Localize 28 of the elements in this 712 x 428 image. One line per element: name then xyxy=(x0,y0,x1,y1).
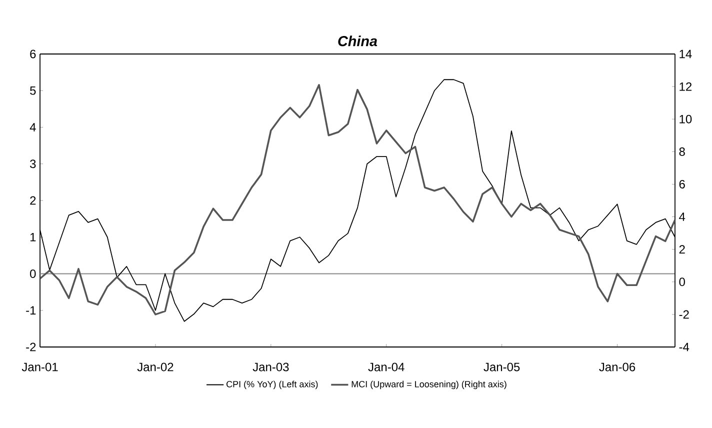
chart-title: China xyxy=(338,36,378,46)
legend-label: CPI (% YoY) (Left axis) xyxy=(226,380,318,390)
y-tick-label: 6 xyxy=(30,50,36,58)
y2-tick-label: 10 xyxy=(680,114,692,124)
y2-tick-label: 8 xyxy=(679,147,685,156)
y-tick-label: -2 xyxy=(26,342,36,352)
x-tick-label: Jan-02 xyxy=(137,362,174,372)
y-tick-label: 0 xyxy=(30,269,36,278)
x-tick-label: Jan-03 xyxy=(252,362,289,372)
y2-tick-label: 4 xyxy=(679,212,686,221)
x-tick-label: Jan-04 xyxy=(368,362,404,372)
y2-tick-label: 12 xyxy=(680,82,692,91)
y2-tick-label: 2 xyxy=(679,245,685,254)
y2-tick-label: -2 xyxy=(679,310,689,319)
y-tick-label: 5 xyxy=(30,86,36,95)
y-tick-label: 4 xyxy=(30,123,36,132)
y-tick-label: 3 xyxy=(30,160,36,168)
y2-tick-label: 6 xyxy=(679,180,685,188)
x-tick-label: Jan-06 xyxy=(599,362,636,372)
y-tick-label: 2 xyxy=(30,196,36,205)
legend-label: MCI (Upward = Loosening) (Right axis) xyxy=(352,380,506,390)
y2-tick-label: 0 xyxy=(679,278,685,286)
y-tick-label: -1 xyxy=(26,306,36,314)
x-tick-label: Jan-05 xyxy=(484,362,520,372)
y-tick-label: 1 xyxy=(30,232,36,242)
y2-tick-label: 14 xyxy=(680,50,692,58)
x-tick-label: Jan-01 xyxy=(22,362,58,372)
y2-tick-label: -4 xyxy=(679,342,690,352)
